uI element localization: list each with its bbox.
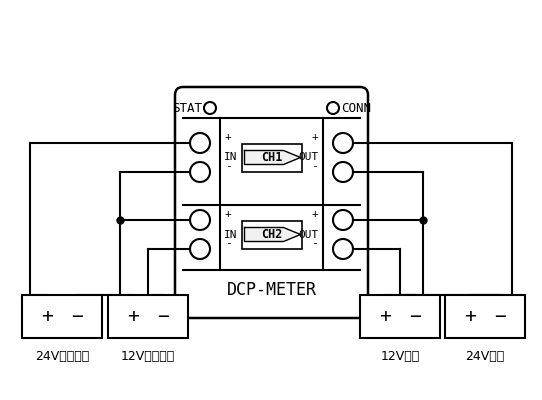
Bar xyxy=(242,144,301,172)
Text: -: - xyxy=(311,238,318,248)
Text: −: − xyxy=(157,307,169,326)
Bar xyxy=(360,295,440,338)
Text: +: + xyxy=(127,307,139,326)
Bar xyxy=(22,295,102,338)
Text: +: + xyxy=(41,307,53,326)
Polygon shape xyxy=(244,228,300,242)
Text: +: + xyxy=(311,132,318,142)
Text: STAT: STAT xyxy=(172,102,202,114)
Text: DCP-METER: DCP-METER xyxy=(227,281,317,299)
Text: 24V鉛蓄電池: 24V鉛蓄電池 xyxy=(35,350,89,363)
Text: +: + xyxy=(379,307,391,326)
Polygon shape xyxy=(244,150,300,164)
Text: CH2: CH2 xyxy=(261,228,282,241)
FancyBboxPatch shape xyxy=(175,87,368,318)
Text: OUT: OUT xyxy=(299,152,319,162)
Text: 24V負荷: 24V負荷 xyxy=(466,350,505,363)
Text: OUT: OUT xyxy=(299,230,319,240)
Text: 12V鉛蓄電池: 12V鉛蓄電池 xyxy=(121,350,175,363)
Text: -: - xyxy=(225,238,232,248)
Text: +: + xyxy=(225,132,232,142)
Text: CONN: CONN xyxy=(341,102,371,114)
Bar xyxy=(108,295,188,338)
Text: IN: IN xyxy=(224,152,237,162)
Text: −: − xyxy=(494,307,506,326)
Text: +: + xyxy=(311,209,318,219)
Bar xyxy=(445,295,525,338)
Text: CH1: CH1 xyxy=(261,151,282,164)
Text: +: + xyxy=(464,307,476,326)
Text: IN: IN xyxy=(224,230,237,240)
Bar xyxy=(242,220,301,248)
Text: −: − xyxy=(71,307,83,326)
Text: -: - xyxy=(311,161,318,171)
Text: -: - xyxy=(225,161,232,171)
Text: +: + xyxy=(225,209,232,219)
Text: −: − xyxy=(409,307,421,326)
Text: 12V負荷: 12V負荷 xyxy=(380,350,420,363)
